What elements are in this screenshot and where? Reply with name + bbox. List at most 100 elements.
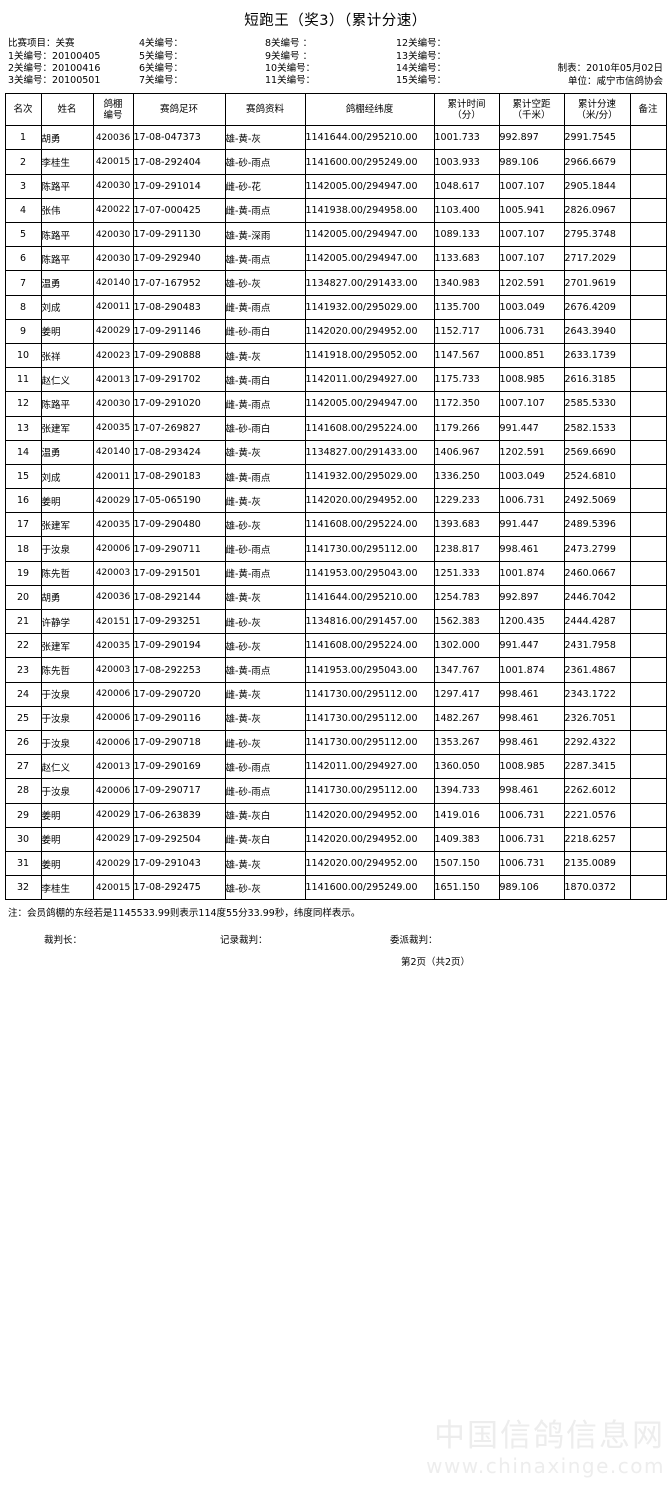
cell-total-distance: 998.461: [498, 729, 565, 756]
cell-pigeon-info: 雌-黄-灰: [224, 681, 306, 707]
cell-total-speed: 2633.1739: [563, 342, 631, 369]
cell-coordinates: 1142011.00/294927.00: [304, 754, 435, 780]
cell-rank: 4: [4, 197, 42, 224]
table-row: 22 张建军 420035 17-09-290194 雄-砂-灰 1141608.00/2…: [4, 633, 667, 659]
cell-rank: 6: [4, 246, 42, 272]
cell-name: 于汝泉: [40, 536, 94, 562]
cell-total-distance: 991.447: [498, 633, 565, 659]
cell-ring-number: 17-07-000425: [132, 197, 226, 224]
page-number: 第2页（共2页）: [400, 957, 471, 969]
cell-total-distance: 1007.107: [498, 222, 565, 248]
cell-total-time: 1172.350: [433, 391, 500, 417]
cell-ring-number: 17-09-291130: [132, 222, 226, 248]
cell-loft-number: 420022: [92, 197, 134, 224]
cell-loft-number: 420029: [92, 318, 134, 344]
cell-total-distance: 991.447: [498, 415, 565, 441]
table-row: 25 于汝泉 420006 17-09-290116 雄-黄-灰 1141730.00/2…: [4, 705, 667, 731]
table-row: 23 陈先哲 420003 17-08-292253 雄-黄-雨点 1141953.00/…: [4, 657, 667, 683]
table-row: 16 姜明 420029 17-05-065190 雌-黄-灰 1142020.00/29…: [4, 488, 667, 514]
cell-rank: 14: [4, 439, 42, 465]
table-row: 7 温勇 420140 17-07-167952 雄-砂-灰 1134827.00/291…: [4, 270, 667, 296]
cell-loft-number: 420035: [92, 415, 134, 441]
cell-total-distance: 998.461: [498, 778, 565, 804]
cell-loft-number: 420036: [92, 125, 134, 151]
cell-remarks: [629, 633, 667, 659]
cell-pigeon-info: 雄-黄-深雨: [224, 222, 306, 248]
cell-total-speed: 2326.7051: [563, 705, 631, 731]
cell-ring-number: 17-09-293251: [132, 609, 226, 635]
cell-remarks: [629, 850, 667, 877]
cell-coordinates: 1142020.00/294952.00: [304, 850, 435, 877]
cell-pigeon-info: 雄-砂-雨点: [224, 149, 306, 175]
cell-ring-number: 17-09-290116: [132, 705, 226, 731]
cell-rank: 8: [4, 294, 42, 320]
table-row: 28 于汝泉 420006 17-09-290717 雌-砂-雨点 1141730.00/…: [4, 778, 667, 804]
cell-total-time: 1238.817: [433, 536, 500, 562]
cell-rank: 16: [4, 488, 42, 514]
cell-loft-number: 420023: [92, 342, 134, 369]
cell-name: 张伟: [40, 197, 94, 224]
cell-loft-number: 420029: [92, 826, 134, 852]
cell-loft-number: 420013: [92, 754, 134, 780]
header-line-1: 姓名: [57, 104, 77, 116]
cell-total-distance: 1003.049: [498, 463, 565, 490]
cell-loft-number: 420003: [92, 560, 134, 586]
cell-remarks: [629, 197, 667, 224]
cell-coordinates: 1141608.00/295224.00: [304, 633, 435, 659]
cell-pigeon-info: 雌-黄-灰: [224, 488, 306, 514]
cell-total-distance: 1000.851: [498, 342, 565, 369]
cell-name: 刘成: [40, 294, 94, 320]
cell-total-distance: 998.461: [498, 705, 565, 731]
cell-rank: 11: [4, 367, 42, 393]
cell-coordinates: 1141600.00/295249.00: [304, 875, 435, 901]
cell-rank: 12: [4, 391, 42, 417]
table-row: 31 姜明 420029 17-09-291043 雄-黄-灰 1142020.00/29…: [4, 850, 667, 877]
table-row: 30 姜明 420029 17-09-292504 雌-黄-灰白 1142020.00/2…: [4, 826, 667, 852]
cell-pigeon-info: 雄-黄-灰: [224, 125, 306, 151]
cell-name: 许静学: [40, 609, 94, 635]
cell-name: 温勇: [40, 270, 94, 296]
cell-name: 姜明: [40, 802, 94, 828]
cell-ring-number: 17-09-290169: [132, 754, 226, 780]
cell-coordinates: 1141730.00/295112.00: [304, 729, 435, 756]
cell-coordinates: 1141608.00/295224.00: [304, 512, 435, 538]
column-header-total-time: 累计时间 （分）: [433, 93, 500, 127]
cell-pigeon-info: 雄-黄-雨点: [224, 463, 306, 490]
cell-coordinates: 1134816.00/291457.00: [304, 609, 435, 635]
cell-ring-number: 17-08-292475: [132, 875, 226, 901]
cell-remarks: [629, 294, 667, 320]
cell-pigeon-info: 雄-砂-灰: [224, 512, 306, 538]
cell-total-distance: 1007.107: [498, 246, 565, 272]
table-row: 15 刘成 420011 17-08-290183 雄-黄-雨点 1141932.00/2…: [4, 463, 667, 490]
cell-rank: 26: [4, 729, 42, 756]
cell-ring-number: 17-08-292404: [132, 149, 226, 175]
cell-ring-number: 17-09-290194: [132, 633, 226, 659]
cell-total-speed: 2460.0667: [563, 560, 631, 586]
cell-total-distance: 1006.731: [498, 850, 565, 877]
cell-remarks: [629, 270, 667, 296]
cell-pigeon-info: 雌-黄-雨点: [224, 391, 306, 417]
cell-pigeon-info: 雌-黄-雨点: [224, 294, 306, 320]
cell-name: 赵仁义: [40, 367, 94, 393]
cell-total-distance: 1008.985: [498, 367, 565, 393]
cell-coordinates: 1141730.00/295112.00: [304, 705, 435, 731]
cell-rank: 31: [4, 850, 42, 877]
cell-name: 张建军: [40, 633, 94, 659]
cell-name: 温勇: [40, 439, 94, 465]
cell-remarks: [629, 125, 667, 151]
meta-item: 3关编号：20100501: [8, 75, 101, 87]
cell-rank: 5: [4, 222, 42, 248]
cell-total-speed: 2287.3415: [563, 754, 631, 780]
cell-rank: 9: [4, 318, 42, 344]
cell-loft-number: 420030: [92, 173, 134, 199]
table-row: 32 李桂生 420015 17-08-292475 雄-砂-灰 1141600.00/2…: [4, 875, 667, 901]
cell-ring-number: 17-09-291501: [132, 560, 226, 586]
cell-total-speed: 2643.3940: [563, 318, 631, 344]
cell-total-time: 1089.133: [433, 222, 500, 248]
cell-pigeon-info: 雄-黄-灰: [224, 342, 306, 369]
cell-ring-number: 17-05-065190: [132, 488, 226, 514]
signature-chief-judge: 裁判长：: [44, 935, 83, 947]
cell-total-time: 1229.233: [433, 488, 500, 514]
cell-loft-number: 420003: [92, 657, 134, 683]
